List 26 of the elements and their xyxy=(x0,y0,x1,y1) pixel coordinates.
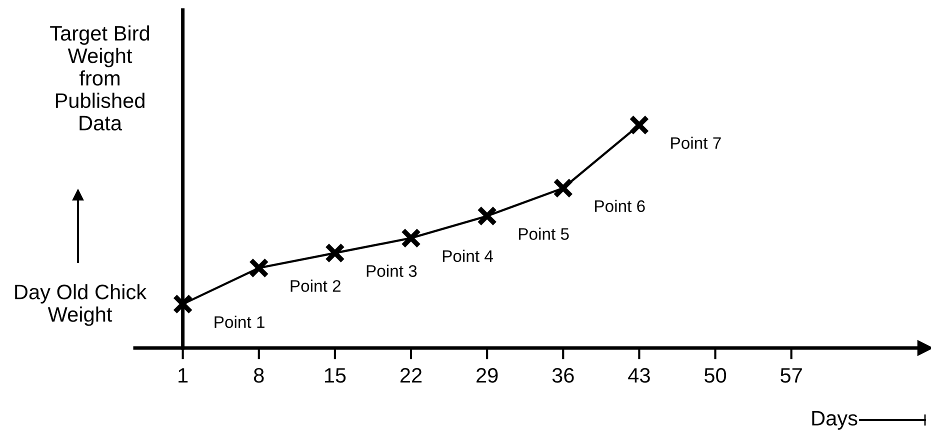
point xyxy=(248,258,269,278)
x-tick-label: 29 xyxy=(476,368,498,383)
x-tick-label: 43 xyxy=(628,368,650,383)
annotation: Point 3 xyxy=(366,264,417,277)
x-tick-label: 36 xyxy=(552,368,574,383)
annotation: Point 6 xyxy=(595,200,645,212)
annotation: Point 5 xyxy=(519,228,569,240)
x-tick-label: 8 xyxy=(254,368,264,383)
x-tick-label: 57 xyxy=(780,368,802,383)
x-tick-label: 22 xyxy=(400,368,422,383)
annotation: Day Old Chick Weight xyxy=(15,284,147,326)
annotation: Point 2 xyxy=(290,280,340,292)
point xyxy=(629,114,650,136)
point xyxy=(400,228,422,248)
point xyxy=(553,178,574,198)
x-tick-label: 15 xyxy=(324,368,346,383)
point xyxy=(172,294,193,314)
x-tick-label: 50 xyxy=(704,368,726,383)
annotation: Point 4 xyxy=(442,250,493,262)
x-tick-label: 1 xyxy=(178,368,188,383)
x-axis-title: Days xyxy=(812,411,858,430)
point xyxy=(477,206,498,226)
point xyxy=(324,242,346,264)
annotation: Point 1 xyxy=(214,316,264,328)
annotation: Point 7 xyxy=(671,136,721,149)
annotation: Target Bird Weight from Published Data xyxy=(50,25,150,130)
